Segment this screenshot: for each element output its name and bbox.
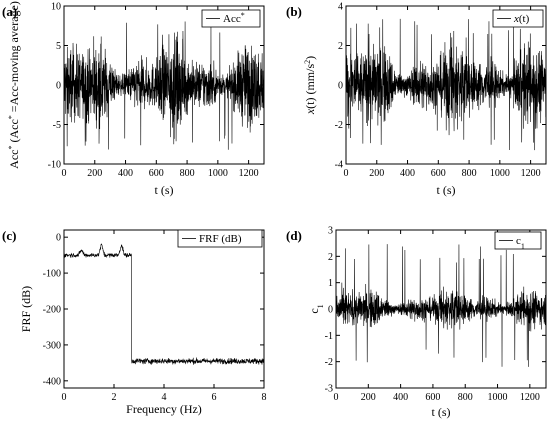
x-tick-label: 400	[118, 168, 133, 179]
x-axis-label: t (s)	[155, 183, 174, 197]
y-tick-label: 3	[328, 226, 333, 237]
plot-frame	[63, 229, 265, 389]
y-tick-label: 4	[338, 2, 343, 13]
y-tick-label: -10	[48, 160, 61, 171]
y-axis-label-part: *	[7, 115, 16, 119]
legend-label-part: c	[516, 235, 521, 247]
y-tick-label: -2	[325, 357, 333, 368]
y-tick-label: 0	[338, 81, 343, 92]
legend-label: c1	[516, 235, 525, 251]
series-line	[345, 18, 547, 151]
legend-label-part: 1	[521, 242, 525, 251]
y-axis-label-part: =Acc-moving average)	[7, 1, 21, 115]
panel-label: (a)	[2, 4, 17, 19]
legend-label-part: *	[241, 11, 245, 20]
panel-label: (b)	[286, 4, 302, 19]
legend-box	[201, 9, 261, 28]
x-axis-label: t (s)	[437, 183, 456, 197]
chart-panel-c: 0 2 4 6 8 0 -100 -200 -300 -400 (c) Frequency (Hz) F…	[2, 228, 267, 416]
x-tick-label: 1200	[521, 168, 541, 179]
x-tick-label: 600	[149, 168, 164, 179]
y-tick-label: 10	[51, 2, 61, 13]
legend-box	[494, 231, 542, 250]
x-tick-label: 6	[212, 392, 217, 403]
x-tick-label: 4	[162, 392, 167, 403]
x-tick-label: 1000	[208, 168, 228, 179]
x-tick-label: 600	[431, 168, 446, 179]
x-tick-label: 200	[87, 168, 102, 179]
y-tick-label: -200	[43, 305, 61, 316]
x-axis-label: Frequency (Hz)	[126, 402, 202, 416]
y-axis-label-part: (t) (mm/s	[303, 64, 317, 109]
legend-label-part: Acc	[223, 13, 241, 25]
series-line	[63, 21, 265, 150]
y-axis-label: x(t) (mm/s2)	[303, 56, 318, 115]
y-axis-label: c1	[307, 304, 325, 313]
x-tick-label: 400	[400, 168, 415, 179]
y-axis-label: Acc* (Acc* =Acc-moving average)	[7, 1, 22, 169]
x-axis-label: t (s)	[432, 405, 451, 419]
x-tick-label: 0	[62, 392, 67, 403]
legend-box	[177, 229, 263, 248]
y-axis-label: FRF (dB)	[19, 286, 33, 332]
panel-label: (c)	[2, 228, 16, 243]
y-tick-label: -2	[335, 120, 343, 131]
y-axis-label-part: *	[7, 146, 16, 150]
y-axis-label-part: Acc	[7, 150, 21, 169]
legend-box	[492, 9, 544, 28]
y-tick-label: -100	[43, 269, 61, 280]
series-line	[335, 244, 547, 367]
legend-label-part: (t)	[519, 13, 530, 25]
y-axis-label-part: )	[303, 56, 317, 60]
y-tick-label: 1	[328, 278, 333, 289]
x-tick-label: 2	[112, 392, 117, 403]
x-tick-label: 1200	[239, 168, 259, 179]
x-tick-label: 8	[262, 392, 267, 403]
legend-label-part: x	[513, 13, 519, 25]
y-tick-label: -400	[43, 376, 61, 387]
y-tick-label: 2	[338, 41, 343, 52]
legend-label: Acc*	[223, 11, 245, 26]
y-axis-label-part: (Acc	[7, 119, 21, 145]
y-axis-label-part: 1	[316, 304, 325, 308]
x-tick-label: 1000	[490, 168, 510, 179]
x-tick-label: 400	[393, 392, 408, 403]
y-tick-label: -5	[53, 120, 61, 131]
y-tick-label: 0	[56, 81, 61, 92]
x-tick-label: 800	[462, 168, 477, 179]
x-tick-label: 800	[458, 392, 473, 403]
y-tick-label: 0	[56, 233, 61, 244]
y-tick-label: -3	[325, 384, 333, 395]
y-tick-label: -1	[325, 331, 333, 342]
x-tick-label: 200	[361, 392, 376, 403]
x-tick-label: 600	[425, 392, 440, 403]
y-axis-label-part: x	[303, 108, 317, 115]
legend-label: x(t)	[513, 13, 530, 25]
y-tick-label: -300	[43, 340, 61, 351]
x-tick-label: 800	[180, 168, 195, 179]
x-tick-label: 0	[334, 392, 339, 403]
x-tick-label: 1200	[520, 392, 540, 403]
x-tick-label: 200	[369, 168, 384, 179]
chart-panel-a: 0 200 400 600 800 1000 1200 -10 -5 0 5 10 (a) t (s) Ac…	[2, 1, 265, 197]
panel-label: (d)	[286, 228, 302, 243]
legend-label: FRF (dB)	[199, 233, 242, 245]
x-tick-label: 1000	[488, 392, 508, 403]
y-axis-label-part: 2	[303, 60, 312, 64]
y-axis-label-part: c	[307, 308, 321, 313]
x-tick-label: 0	[62, 168, 67, 179]
y-tick-label: 2	[328, 252, 333, 263]
series-line	[63, 243, 265, 365]
y-tick-label: -4	[335, 160, 343, 171]
y-tick-label: 5	[56, 41, 61, 52]
y-tick-label: 0	[328, 305, 333, 316]
x-tick-label: 0	[344, 168, 349, 179]
